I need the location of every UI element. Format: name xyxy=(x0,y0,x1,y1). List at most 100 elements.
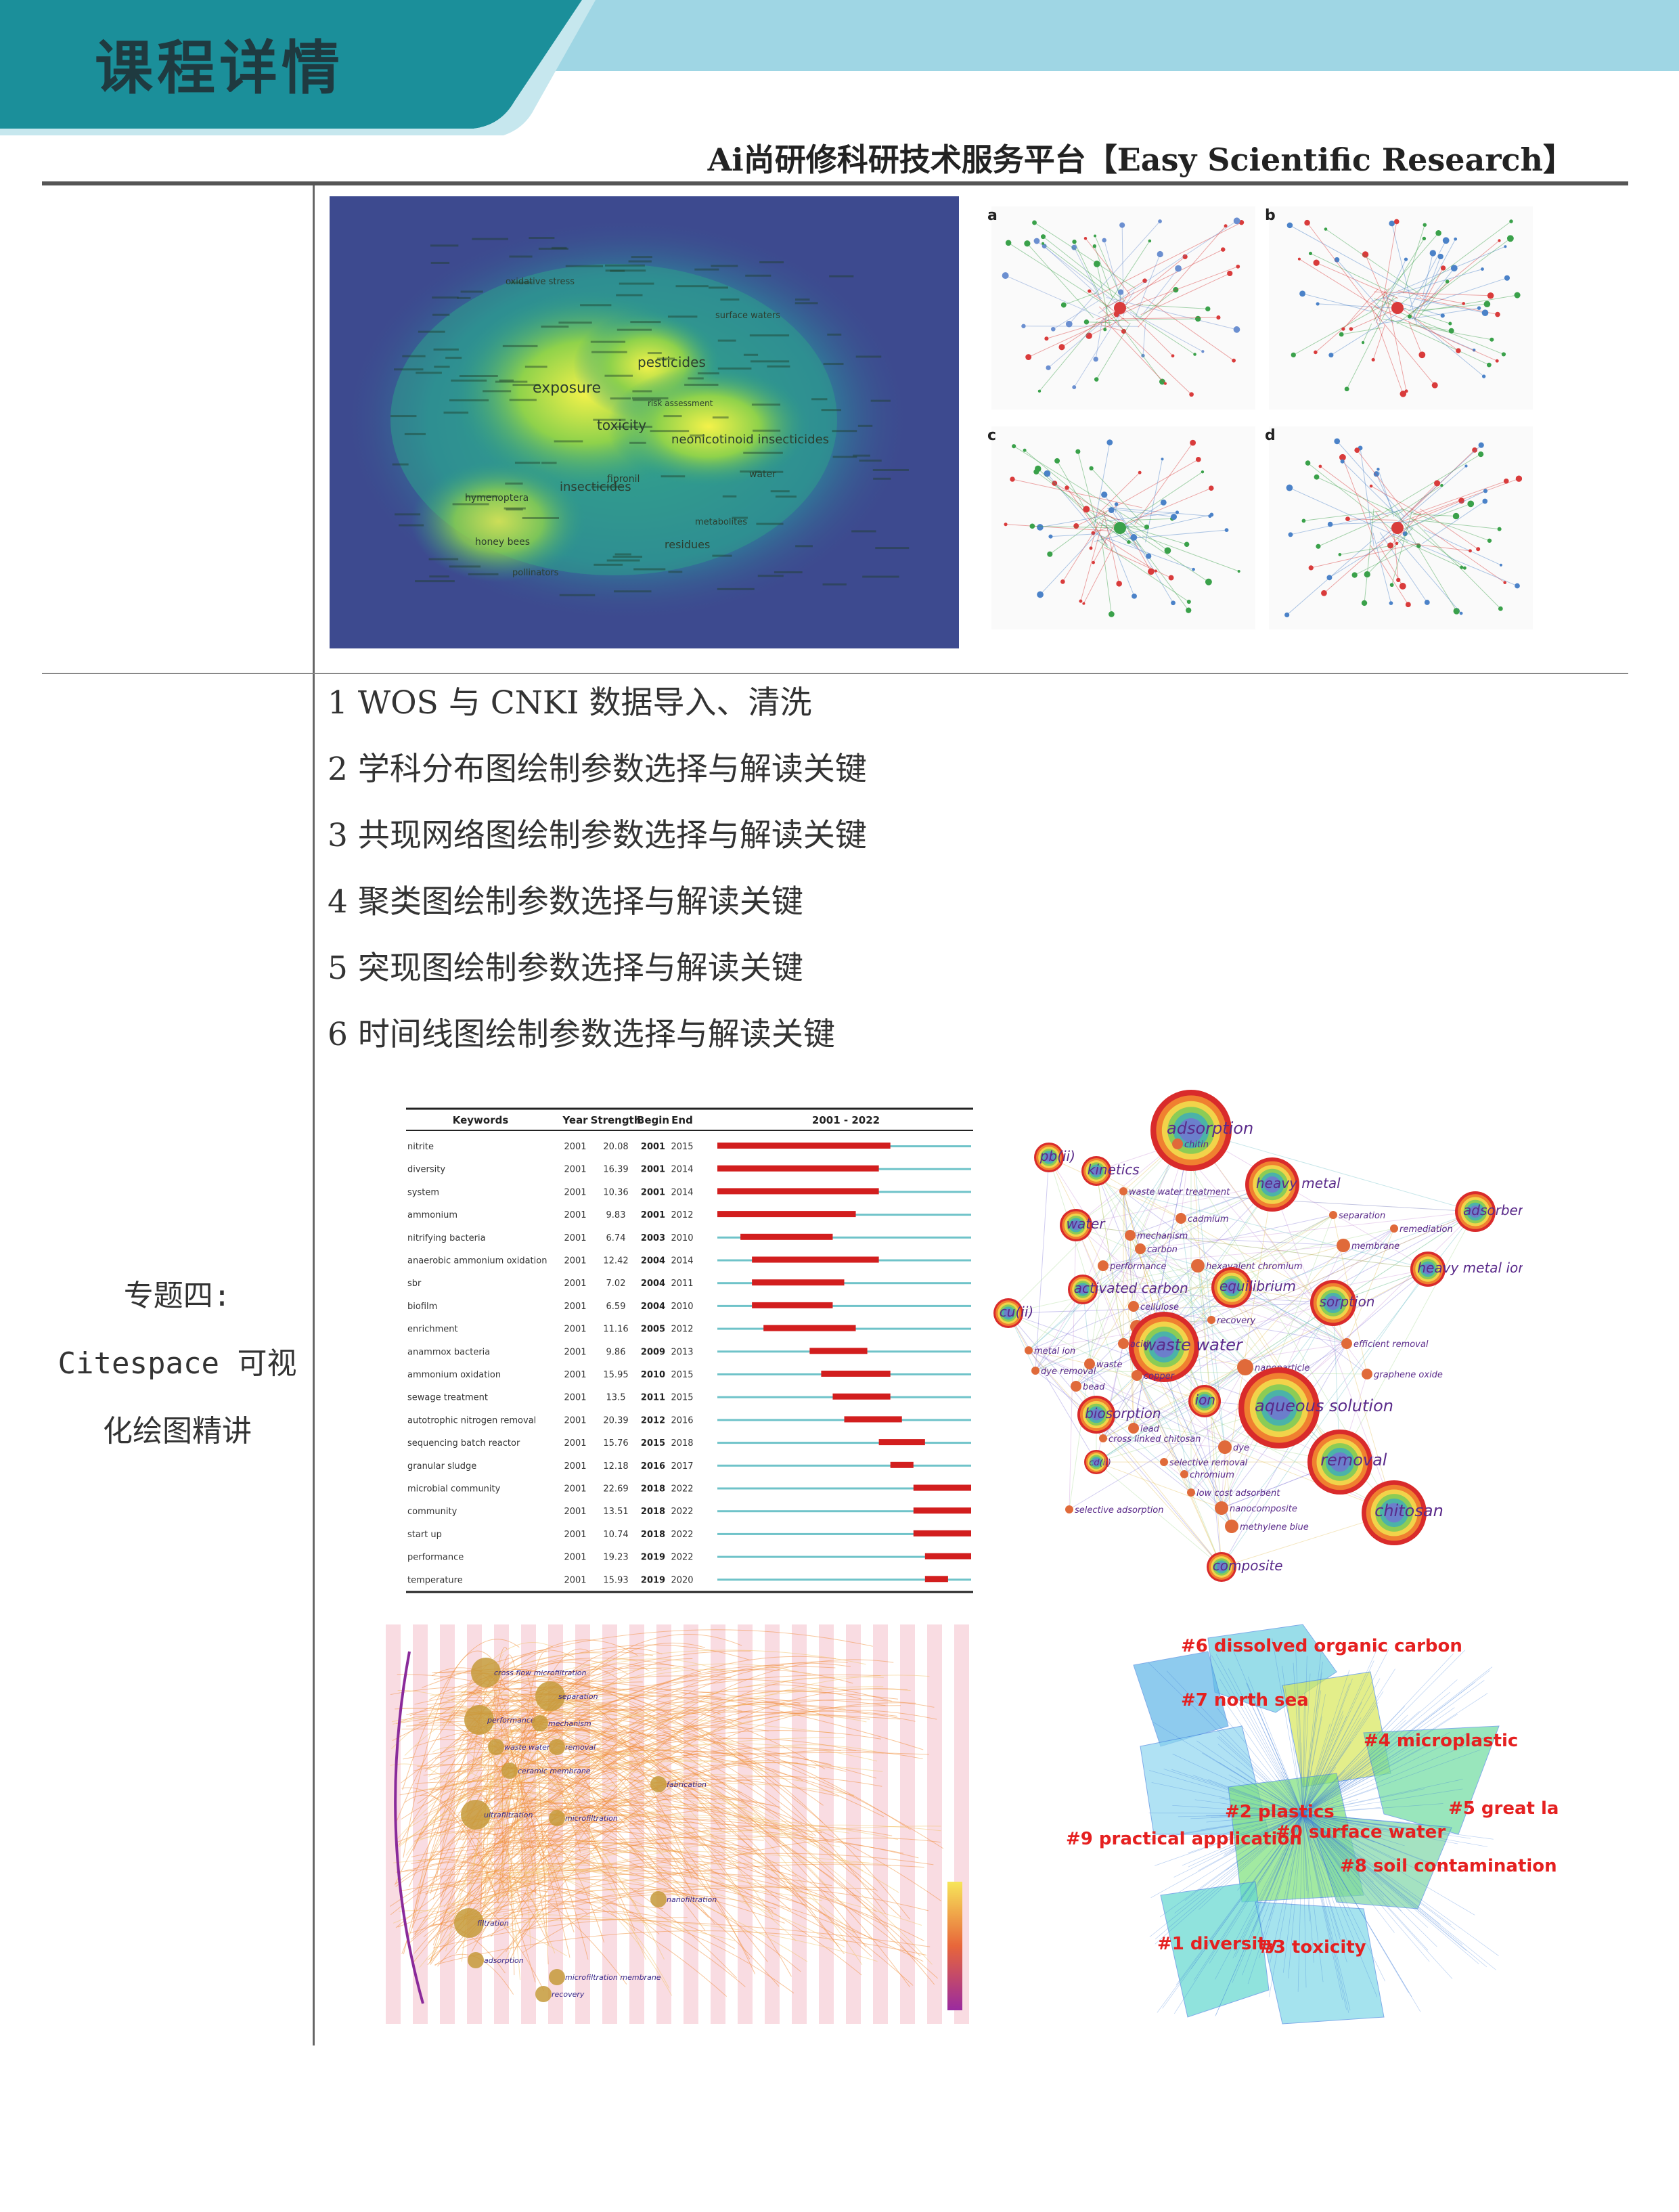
density-minor-term xyxy=(429,575,449,578)
density-label: water xyxy=(749,469,776,480)
cooccurrence-node: heavy metal ion xyxy=(1410,1252,1523,1287)
burst-keyword: anaerobic ammonium oxidation xyxy=(407,1256,547,1266)
burst-baseline xyxy=(717,1487,971,1490)
burst-begin: 2019 xyxy=(641,1575,665,1585)
density-minor-term xyxy=(717,339,736,342)
burst-end: 2022 xyxy=(671,1507,693,1517)
burst-bar xyxy=(809,1348,868,1354)
step-item: 2 学科分布图绘制参数选择与解读关键 xyxy=(328,751,867,788)
burst-bar xyxy=(832,1393,891,1400)
burst-year: 2001 xyxy=(564,1187,586,1197)
burst-keyword: diversity xyxy=(407,1165,445,1175)
cooccurrence-label: methylene blue xyxy=(1240,1522,1309,1532)
density-minor-term xyxy=(483,390,512,393)
density-minor-term xyxy=(668,571,683,573)
timeline-label: performance xyxy=(487,1716,535,1725)
density-minor-term xyxy=(590,340,626,343)
burst-bar xyxy=(878,1439,925,1446)
cooccurrence-label: hexavalent chromium xyxy=(1206,1262,1303,1272)
density-minor-term xyxy=(663,415,682,418)
density-minor-term xyxy=(872,468,909,471)
step-list: 1 WOS 与 CNKI 数据导入、清洗 2 学科分布图绘制参数选择与解读关键 … xyxy=(328,670,867,1068)
cluster-hull xyxy=(1133,1651,1229,1747)
density-minor-term xyxy=(656,357,675,360)
density-minor-term xyxy=(606,559,640,562)
density-label: risk assessment xyxy=(648,399,713,408)
burst-bar xyxy=(913,1530,971,1536)
burst-baseline xyxy=(717,1464,971,1467)
burst-table-header: Begin xyxy=(637,1114,669,1126)
cooccurrence-node: cd(ii) xyxy=(1084,1450,1111,1474)
timeline-label: filtration xyxy=(477,1919,509,1928)
cooccurrence-node: adsorbent xyxy=(1455,1191,1523,1232)
step-item: 3 共现网络图绘制参数选择与解读关键 xyxy=(328,817,867,854)
density-minor-term xyxy=(811,398,828,401)
timeline-node: microfiltration membrane xyxy=(549,1969,661,1985)
burst-keyword: sbr xyxy=(407,1279,422,1289)
density-minor-term xyxy=(610,269,625,272)
density-minor-term xyxy=(709,286,728,289)
cooccurrence-node: aqueous solution xyxy=(1238,1367,1393,1448)
burst-table-row: anaerobic ammonium oxidation 2001 12.42 200… xyxy=(407,1256,971,1266)
cooccurrence-label: carbon xyxy=(1147,1245,1178,1255)
density-minor-term xyxy=(443,412,469,414)
burst-table-header: End xyxy=(671,1114,693,1126)
burst-begin: 2018 xyxy=(641,1484,665,1495)
density-minor-term xyxy=(394,368,424,371)
density-minor-term xyxy=(832,430,857,433)
burst-year: 2001 xyxy=(564,1553,586,1563)
burst-baseline xyxy=(717,1532,971,1535)
burst-year: 2001 xyxy=(564,1279,586,1289)
density-minor-term xyxy=(580,304,612,307)
table-horizontal-divider xyxy=(42,673,1628,674)
cluster-hull xyxy=(1160,1881,1270,2018)
density-minor-term xyxy=(794,302,818,305)
density-minor-term xyxy=(870,399,891,402)
cluster-label: #8 soil contamination xyxy=(1340,1856,1557,1876)
cooccurrence-node: separation xyxy=(1329,1211,1385,1221)
burst-bar xyxy=(752,1279,845,1286)
burst-begin: 2001 xyxy=(641,1210,665,1220)
cooccurrence-node: selective removal xyxy=(1160,1458,1248,1468)
burst-begin: 2001 xyxy=(641,1142,665,1152)
density-minor-term xyxy=(605,269,646,272)
density-minor-term xyxy=(460,290,483,293)
burst-begin: 2003 xyxy=(641,1233,665,1243)
cooccurrence-node: chitin xyxy=(1172,1138,1209,1150)
burst-end: 2016 xyxy=(671,1415,693,1425)
density-minor-term xyxy=(832,456,857,458)
burst-strength: 10.74 xyxy=(603,1530,628,1540)
burst-end: 2022 xyxy=(671,1484,693,1495)
burst-end: 2015 xyxy=(671,1142,693,1152)
cooccurrence-node: remediation xyxy=(1390,1224,1453,1235)
density-minor-term xyxy=(873,477,891,480)
density-minor-term xyxy=(591,485,623,488)
density-minor-term xyxy=(432,313,450,316)
burst-end: 2014 xyxy=(671,1165,693,1175)
density-minor-term xyxy=(720,298,740,301)
cooccurrence-node: waste water xyxy=(1129,1312,1244,1382)
burst-strength: 12.42 xyxy=(603,1256,628,1266)
density-minor-term xyxy=(506,508,523,511)
cluster-label: #0 surface water xyxy=(1276,1822,1446,1842)
burst-baseline xyxy=(717,1304,971,1307)
cooccurrence-label: dye xyxy=(1233,1443,1249,1453)
density-label: pesticides xyxy=(637,354,706,370)
burst-table-row: ammonium 2001 9.83 2001 2012 xyxy=(407,1210,971,1220)
topic-line: 专题四: xyxy=(123,1279,231,1313)
cooccurrence-label: ion xyxy=(1195,1392,1215,1408)
burst-end: 2020 xyxy=(671,1575,693,1585)
burst-table-header: 2001 - 2022 xyxy=(812,1114,880,1126)
cooccurrence-label: aqueous solution xyxy=(1255,1396,1393,1415)
burst-table-row: ammonium oxidation 2001 15.95 2010 2015 xyxy=(407,1370,971,1380)
density-minor-term xyxy=(610,397,631,400)
density-minor-term xyxy=(688,377,704,380)
density-minor-term xyxy=(449,565,481,568)
density-minor-term xyxy=(559,594,596,596)
cooccurrence-label: chitosan xyxy=(1374,1501,1443,1520)
cooccurrence-label: cellulose xyxy=(1140,1302,1179,1312)
burst-table-row: anammox bacteria 2001 9.86 2009 2013 xyxy=(407,1347,971,1357)
cooccurrence-node: equilibrium xyxy=(1211,1267,1296,1308)
density-minor-term xyxy=(853,454,870,457)
cluster-hull xyxy=(1255,1901,1385,2025)
